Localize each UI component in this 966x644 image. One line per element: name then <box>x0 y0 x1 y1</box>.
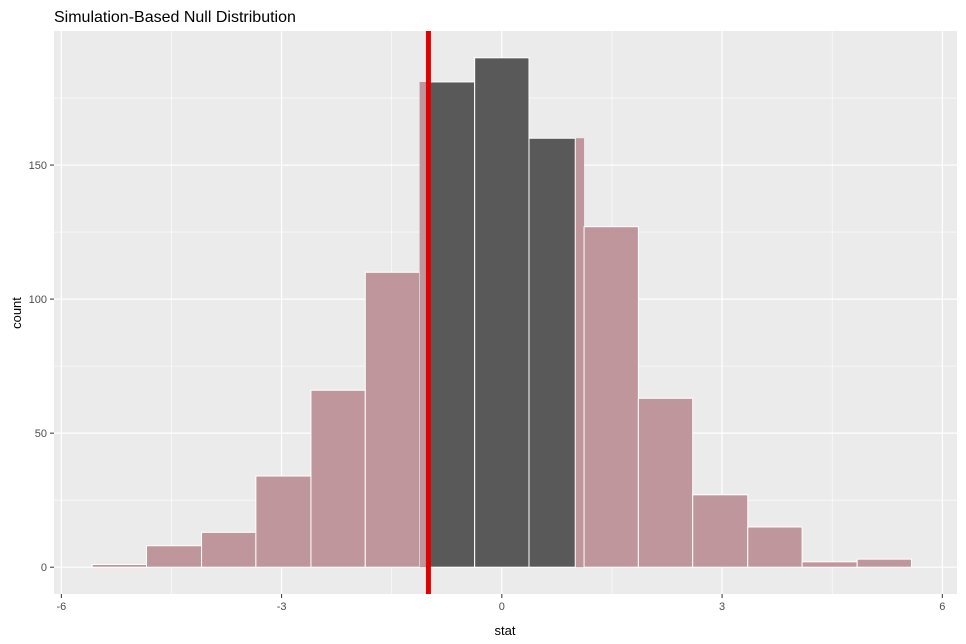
x-tick-label: -3 <box>277 601 287 613</box>
histogram-bar-shaded <box>801 561 858 568</box>
histogram-bar <box>474 57 530 568</box>
histogram-bar-shaded <box>91 564 148 568</box>
histogram-bar-shaded <box>201 531 257 568</box>
histogram-bar-shaded <box>583 226 639 568</box>
y-axis-title: count <box>9 297 24 329</box>
histogram-bar-shaded <box>637 397 694 568</box>
y-tick-label: 50 <box>35 428 47 440</box>
histogram-bar-shaded <box>747 526 803 568</box>
x-tick-label: 0 <box>499 601 505 613</box>
histogram-bar-shaded <box>255 475 312 568</box>
histogram-bar <box>528 137 576 568</box>
histogram-bar-shaded <box>146 545 203 568</box>
x-tick-label: 3 <box>719 601 725 613</box>
histogram-bar <box>427 81 476 568</box>
x-tick-label: 6 <box>939 601 945 613</box>
histogram-bar-shaded <box>310 389 366 568</box>
y-tick-label: 0 <box>41 562 47 574</box>
shade-region <box>575 138 585 568</box>
histogram-bar-shaded <box>692 494 749 568</box>
shade-region <box>419 81 429 568</box>
axes: -6 -3 0 3 6 0 50 100 150 <box>29 160 946 613</box>
y-tick-label: 100 <box>29 294 47 306</box>
chart-title: Simulation-Based Null Distribution <box>54 9 296 26</box>
bars <box>91 57 912 568</box>
x-tick-label: -6 <box>56 601 66 613</box>
histogram-bar-shaded <box>856 558 912 568</box>
y-tick-label: 150 <box>29 160 47 172</box>
histogram-bar-shaded <box>364 271 421 568</box>
x-axis-title: stat <box>495 623 516 638</box>
